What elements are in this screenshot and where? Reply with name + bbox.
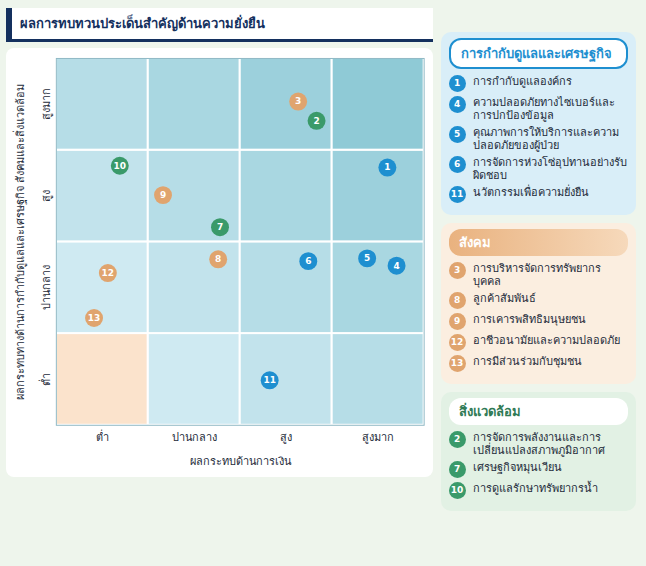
svg-text:5: 5	[364, 253, 370, 263]
svg-text:สูง: สูง	[280, 431, 292, 444]
html-text:ผลการทบทวนประเด็นสำคัญด้านความ: ผลการทบทวนประเด็นสำคัญด้านความยั่งยืน	[20, 16, 265, 31]
html-text:การดูแลรักษาทรัพยากรน้ำ: การดูแลรักษาทรัพยากรน้ำ	[472, 482, 598, 495]
html-text:การมีส่วนร่วมกับชุมชน: การมีส่วนร่วมกับชุมชน	[472, 355, 582, 368]
svg-text:9: 9	[160, 190, 166, 200]
html-text:9: 9	[454, 316, 461, 326]
html-text:สิ่งแวดล้อม: สิ่งแวดล้อม	[458, 404, 521, 419]
html-text:ลูกค้าสัมพันธ์: ลูกค้าสัมพันธ์	[472, 292, 536, 305]
svg-text:13: 13	[88, 313, 100, 323]
svg-text:สูงมาก: สูงมาก	[362, 431, 394, 444]
html-text:2: 2	[454, 434, 461, 444]
html-text:การจัดการห่วงโซ่อุปทานอย่างรับ: การจัดการห่วงโซ่อุปทานอย่างรับผิดชอบ	[472, 156, 627, 182]
svg-text:10: 10	[114, 161, 126, 171]
html-text:การกำกับดูแลและเศรษฐกิจ: การกำกับดูแลและเศรษฐกิจ	[460, 46, 612, 61]
svg-text:4: 4	[393, 261, 399, 271]
html-text:การบริหารจัดการทรัพยากรบุคคล: การบริหารจัดการทรัพยากรบุคคล	[472, 262, 601, 288]
html-text:การเคารพสิทธิมนุษยชน: การเคารพสิทธิมนุษยชน	[472, 313, 586, 326]
svg-text:2: 2	[313, 116, 319, 126]
html-text:การจัดการพลังงานและการเปลี่ยนแ: การจัดการพลังงานและการเปลี่ยนแปลงสภาพภูม…	[472, 431, 605, 457]
html-text:1: 1	[454, 78, 461, 88]
html-text:ความปลอดภัยทางไซเบอร์และการปกป: ความปลอดภัยทางไซเบอร์และการปกป้องข้อมูล	[472, 96, 615, 122]
svg-text:สูง: สูง	[40, 190, 53, 202]
html-text:อาชีวอนามัยและความปลอดภัย: อาชีวอนามัยและความปลอดภัย	[472, 334, 620, 347]
html-text:4: 4	[454, 99, 461, 109]
html-text:6: 6	[454, 159, 461, 169]
svg-text:1: 1	[384, 162, 390, 172]
html-text:7: 7	[454, 464, 461, 474]
svg-text:ผลกระทบทางด้านการกำกับดูแลและเ: ผลกระทบทางด้านการกำกับดูแลและเศรษฐกิจ สั…	[12, 84, 27, 400]
svg-text:ผลกระทบด้านการเงิน: ผลกระทบด้านการเงิน	[190, 455, 292, 468]
svg-text:12: 12	[102, 268, 114, 278]
html-text:คุณภาพการให้บริการและความปลอดภ: คุณภาพการให้บริการและความปลอดภัยของผู้ป่…	[472, 126, 619, 152]
html-text:13: 13	[450, 358, 464, 368]
html-text:10: 10	[450, 485, 464, 495]
html-text:11: 11	[450, 189, 464, 199]
html-text:นวัตกรรมเพื่อความยั่งยืน: นวัตกรรมเพื่อความยั่งยืน	[472, 186, 589, 199]
svg-text:ต่ำ: ต่ำ	[38, 373, 53, 386]
svg-text:7: 7	[217, 222, 223, 232]
svg-text:ปานกลาง: ปานกลาง	[172, 431, 217, 444]
svg-text:8: 8	[215, 254, 221, 264]
html-text:สังคม: สังคม	[458, 235, 491, 250]
html-text:3: 3	[454, 265, 461, 275]
svg-text:สูงมาก: สูงมาก	[40, 88, 53, 120]
html-text:เศรษฐกิจหมุนเวียน: เศรษฐกิจหมุนเวียน	[472, 461, 562, 474]
html-text:8: 8	[454, 295, 461, 305]
svg-text:11: 11	[263, 375, 275, 385]
html-text:12: 12	[450, 337, 464, 347]
svg-text:ปานกลาง: ปานกลาง	[40, 265, 53, 310]
svg-text:3: 3	[295, 96, 301, 106]
html-text:5: 5	[454, 129, 461, 139]
svg-text:ต่ำ: ต่ำ	[96, 429, 109, 444]
svg-text:6: 6	[305, 256, 311, 266]
html-text:การกำกับดูแลองค์กร: การกำกับดูแลองค์กร	[472, 75, 572, 88]
